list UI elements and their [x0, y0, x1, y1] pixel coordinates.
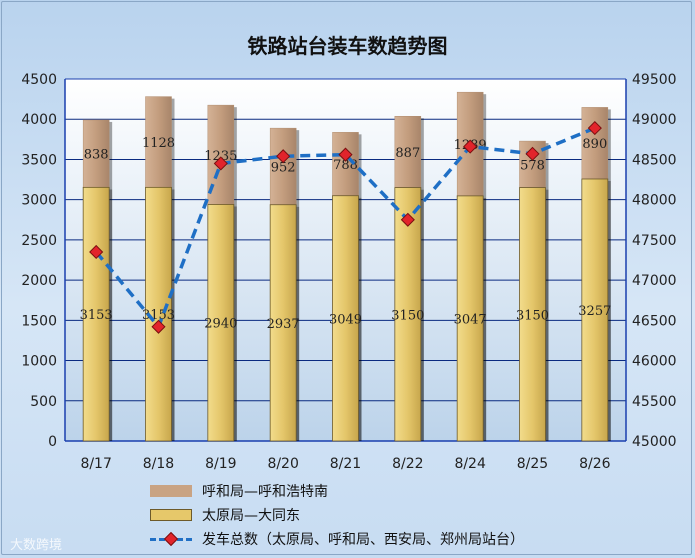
- line-total-marker: [525, 146, 540, 161]
- line-total-marker: [463, 139, 478, 154]
- bar-datong: [456, 195, 484, 442]
- y-right-tick-label: 45500: [632, 394, 677, 410]
- x-tick-label: 8/25: [517, 456, 548, 472]
- chart-title: 铁路站台装车数趋势图: [247, 34, 448, 58]
- y-right-tick-label: 49000: [632, 112, 677, 128]
- bar-hohhot: [269, 127, 297, 205]
- line-total-marker: [276, 149, 291, 164]
- data-label-hohhot: 838: [84, 148, 109, 163]
- y-right-tick-label: 49500: [632, 72, 677, 88]
- legend-item-total: 发车总数（太原局、呼和局、西安局、郑州局站台）: [150, 528, 524, 550]
- y-left-tick-label: 2500: [21, 233, 57, 249]
- data-label-datong: 3049: [329, 312, 362, 327]
- x-tick-label: 8/19: [205, 456, 236, 472]
- legend: 呼和局—呼和浩特南 太原局—大同东 发车总数（太原局、呼和局、西安局、郑州局站台…: [150, 480, 524, 552]
- data-label-datong: 3153: [80, 308, 113, 323]
- bar-datong: [581, 178, 609, 442]
- y-left-tick-label: 1500: [21, 313, 57, 329]
- x-tick-label: 8/24: [454, 456, 486, 472]
- y-right-tick-label: 47000: [632, 273, 677, 289]
- legend-label-datong: 太原局—大同东: [202, 508, 300, 524]
- bar-hohhot: [581, 107, 609, 180]
- data-label-hohhot: 1235: [204, 149, 237, 164]
- bar-datong: [207, 204, 235, 442]
- line-total: [94, 126, 596, 331]
- y-left-tick-label: 2000: [21, 273, 57, 289]
- data-label-datong: 2940: [204, 317, 237, 332]
- bar-datong: [269, 204, 297, 442]
- y-right-tick-label: 48000: [632, 193, 677, 209]
- line-total-marker: [89, 244, 104, 260]
- y-left-tick-label: 4500: [21, 72, 57, 88]
- data-label-hohhot: 578: [520, 158, 545, 173]
- bar-datong: [332, 195, 359, 442]
- y-left-tick-label: 3500: [21, 152, 57, 168]
- line-total-marker: [213, 156, 228, 171]
- bar-datong: [394, 187, 422, 442]
- data-label-datong: 3150: [391, 308, 424, 323]
- bar-hohhot: [394, 115, 422, 188]
- y-right-tick-label: 47500: [632, 233, 677, 249]
- x-tick-label: 8/22: [392, 456, 423, 472]
- line-total-marker: [151, 319, 166, 334]
- y-left-tick-label: 3000: [21, 193, 57, 209]
- y-right-tick-label: 48500: [632, 152, 677, 168]
- bar-hohhot: [82, 119, 110, 188]
- legend-swatch-total: [150, 531, 192, 547]
- legend-item-hohhot: 呼和局—呼和浩特南: [150, 480, 524, 502]
- y-left-tick-label: 0: [48, 434, 57, 450]
- data-label-datong: 3257: [578, 304, 611, 319]
- x-tick-label: 8/17: [80, 456, 111, 472]
- y-right-tick-label: 46500: [632, 313, 677, 329]
- data-label-datong: 2937: [267, 317, 300, 332]
- data-label-hohhot: 887: [395, 146, 420, 161]
- legend-swatch-datong: [150, 509, 192, 521]
- data-label-datong: 3047: [454, 312, 487, 327]
- data-label-hohhot: 890: [582, 137, 607, 152]
- legend-swatch-hohhot: [150, 485, 192, 497]
- data-label-datong: 3150: [516, 308, 549, 323]
- line-total-marker: [338, 147, 353, 162]
- line-total-marker: [587, 121, 602, 136]
- y-left-tick-label: 4000: [21, 112, 57, 128]
- x-tick-label: 8/18: [143, 456, 174, 472]
- bar-hohhot: [332, 132, 359, 196]
- legend-item-datong: 太原局—大同东: [150, 504, 524, 526]
- watermark-logo: 大数跨境: [10, 538, 63, 553]
- line-total-marker: [400, 212, 415, 227]
- y-left-tick-label: 1000: [21, 354, 57, 370]
- legend-label-total: 发车总数（太原局、呼和局、西安局、郑州局站台）: [202, 532, 524, 548]
- y-right-tick-label: 46000: [632, 354, 677, 370]
- legend-label-hohhot: 呼和局—呼和浩特南: [202, 484, 328, 500]
- x-tick-label: 8/20: [267, 456, 298, 472]
- y-right-tick-label: 45000: [632, 434, 677, 450]
- bar-datong: [82, 186, 110, 442]
- x-tick-label: 8/26: [579, 456, 611, 472]
- bar-hohhot: [145, 96, 172, 188]
- x-tick-label: 8/21: [330, 456, 361, 472]
- y-left-tick-label: 500: [30, 394, 57, 410]
- data-label-hohhot: 952: [271, 160, 296, 175]
- data-label-hohhot: 1128: [142, 136, 175, 151]
- bar-datong: [519, 187, 546, 442]
